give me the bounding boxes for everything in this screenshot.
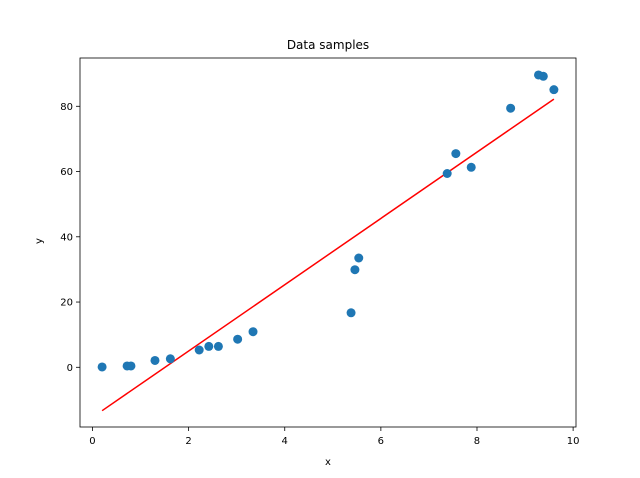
- data-point: [126, 361, 136, 371]
- data-point: [97, 362, 107, 372]
- data-point: [204, 341, 214, 351]
- data-point: [233, 334, 243, 344]
- x-tick-label: 4: [282, 436, 288, 447]
- data-point: [506, 103, 516, 113]
- y-axis-label: y: [34, 238, 45, 244]
- data-point: [150, 355, 160, 365]
- data-point: [466, 162, 476, 172]
- x-tick-label: 0: [89, 436, 95, 447]
- x-tick-label: 2: [185, 436, 191, 447]
- x-tick-label: 10: [567, 436, 580, 447]
- data-point: [248, 327, 258, 337]
- x-axis-label: x: [325, 457, 331, 468]
- y-tick-label: 20: [60, 298, 73, 309]
- data-point: [213, 341, 223, 351]
- data-point: [538, 71, 548, 81]
- data-point: [194, 345, 204, 355]
- data-point: [442, 168, 452, 178]
- x-tick-label: 8: [474, 436, 480, 447]
- y-tick-label: 40: [60, 232, 73, 243]
- fit-line: [101, 98, 555, 412]
- x-tick-label: 6: [378, 436, 384, 447]
- axes: 0 2 4 6 8 10 0 20 40 60 80: [60, 57, 580, 447]
- data-point: [354, 253, 364, 263]
- plot-area: [97, 70, 559, 412]
- chart-title: Data samples: [287, 38, 369, 52]
- data-point: [451, 149, 461, 159]
- data-point: [165, 354, 175, 364]
- data-point: [549, 85, 559, 95]
- y-tick-label: 0: [67, 363, 73, 374]
- y-tick-label: 80: [60, 102, 73, 113]
- axes-frame: [79, 57, 577, 428]
- data-point: [346, 308, 356, 318]
- data-point: [350, 265, 360, 275]
- y-tick-label: 60: [60, 167, 73, 178]
